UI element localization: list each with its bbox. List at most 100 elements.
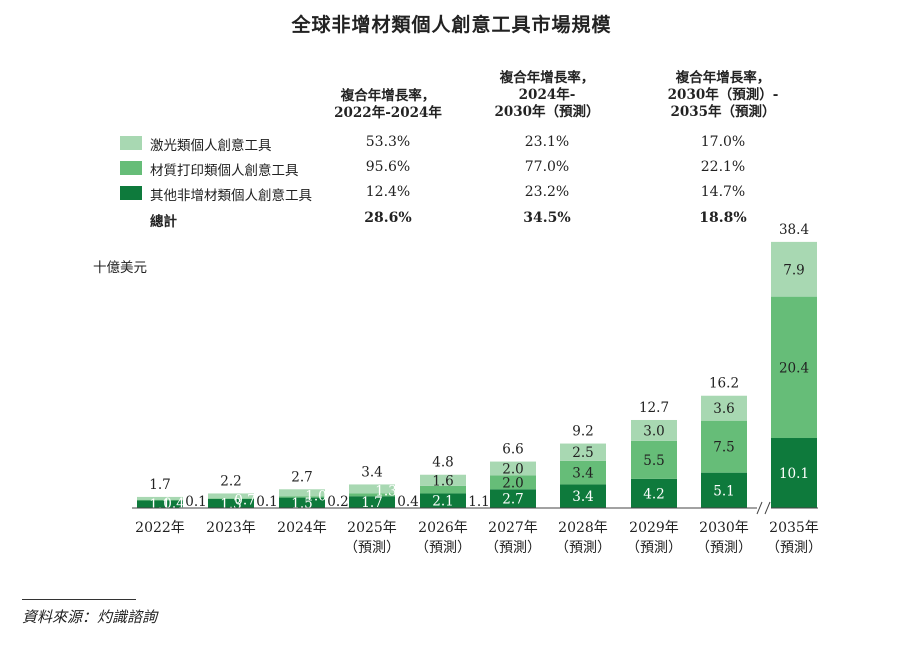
x-tick-label: （預測） — [415, 540, 471, 556]
total-label: 2.2 — [220, 473, 241, 489]
bar-segment — [349, 484, 395, 494]
legend-row-material: 材質打印類個人創意工具 95.6% 77.0% 22.1% — [120, 159, 820, 179]
growth-cell: 77.0% — [524, 159, 570, 175]
x-tick-label: 2035年 — [769, 520, 819, 536]
data-label: 0.1 — [185, 494, 206, 510]
legend-swatch-material — [120, 161, 142, 175]
x-tick-label: 2030年 — [699, 520, 749, 536]
data-label: 1.0 — [305, 488, 326, 504]
bar-segment — [490, 489, 536, 508]
data-label: 0.1 — [256, 494, 277, 510]
data-label: 2.5 — [572, 445, 593, 461]
legend-label-other: 其他非增材類個人創意工具 — [150, 188, 312, 204]
legend-swatch-laser — [120, 136, 142, 150]
legend-label-material: 材質打印類個人創意工具 — [150, 163, 299, 179]
total-cell: 18.8% — [699, 210, 747, 226]
bar-segment — [279, 489, 325, 497]
data-label: 3.0 — [643, 423, 664, 439]
chart-title: 全球非增材類個人創意工具市場規模 — [291, 14, 612, 36]
x-tick-label: （預測） — [626, 540, 682, 556]
growth-column-header-3: 複合年增長率， 2030年（預測）- 2035年（預測） — [667, 70, 779, 120]
data-label: 1.7 — [361, 495, 382, 511]
bar-segment — [631, 419, 677, 441]
total-label: 4.8 — [432, 455, 453, 471]
x-tick-label: （預測） — [766, 540, 822, 556]
bar-segment — [349, 496, 395, 508]
data-label: 20.4 — [779, 360, 809, 376]
x-tick-label: 2026年 — [418, 520, 468, 536]
x-tick-label: （預測） — [485, 540, 541, 556]
data-label: 0.4 — [163, 496, 184, 512]
bar-segment — [771, 296, 817, 439]
x-tick-label: 2024年 — [277, 520, 327, 536]
bar-segment — [349, 493, 395, 497]
source-note: 資料來源：灼識諮詢 — [22, 608, 158, 626]
legend-row-total: 總計 28.6% 34.5% 18.8% — [120, 210, 820, 230]
bar-segment — [560, 460, 606, 485]
growth-cell: 53.3% — [365, 134, 411, 150]
axis-break-mark — [764, 501, 771, 515]
total-label: 38.4 — [779, 222, 809, 238]
legend-label-laser: 激光類個人創意工具 — [150, 138, 272, 154]
bar-segment — [137, 500, 183, 508]
bar-segment — [701, 420, 747, 473]
total-label: 1.7 — [149, 477, 170, 493]
total-label: 6.6 — [502, 442, 523, 458]
growth-cell: 23.2% — [524, 184, 570, 200]
unit-label: 十億美元 — [93, 260, 147, 276]
legend-row-other: 其他非增材類個人創意工具 12.4% 23.2% 14.7% — [120, 184, 820, 204]
bar-segment — [279, 496, 325, 498]
data-label: 3.4 — [572, 466, 593, 482]
growth-cell: 17.0% — [700, 134, 746, 150]
source-divider — [22, 599, 136, 600]
bar-segment — [631, 440, 677, 479]
growth-cell: 95.6% — [365, 159, 411, 175]
total-label: 9.2 — [572, 424, 593, 440]
data-label: 10.1 — [779, 466, 809, 482]
bar-segment — [701, 395, 747, 421]
growth-cell: 23.1% — [524, 134, 570, 150]
growth-column-header-1: 複合年增長率， 2022年-2024年 — [334, 88, 442, 121]
bar-segment — [420, 485, 466, 494]
total-label: 3.4 — [361, 464, 382, 480]
x-tick-label: 2025年 — [347, 520, 397, 536]
x-tick-label: 2029年 — [629, 520, 679, 536]
data-label: 0.2 — [327, 494, 348, 510]
bar-segment — [137, 499, 183, 501]
bar-segment — [631, 478, 677, 508]
x-tick-label: （預測） — [555, 540, 611, 556]
bar-segment — [560, 484, 606, 508]
data-label: 2.0 — [502, 461, 523, 477]
data-label: 2.0 — [502, 475, 523, 491]
data-label: 1.1 — [149, 497, 170, 513]
data-label: 0.4 — [397, 494, 418, 510]
x-tick-label: （預測） — [696, 540, 752, 556]
data-label: 1.1 — [468, 494, 489, 510]
data-label: 1.6 — [432, 473, 453, 489]
bar-segment — [771, 438, 817, 508]
total-cell: 34.5% — [523, 210, 571, 226]
data-label: 7.5 — [713, 440, 734, 456]
x-tick-label: 2028年 — [558, 520, 608, 536]
x-tick-label: （預測） — [344, 540, 400, 556]
axis-break-mark — [756, 501, 763, 515]
total-label: 16.2 — [709, 376, 739, 392]
data-label: 5.1 — [713, 483, 734, 499]
growth-cell: 12.4% — [365, 184, 411, 200]
x-tick-label: 2022年 — [135, 520, 185, 536]
total-label: 總計 — [150, 214, 177, 230]
bar-segment — [560, 443, 606, 461]
data-label: 0.7 — [234, 492, 255, 508]
bar-segment — [490, 461, 536, 476]
bar-segment — [420, 474, 466, 486]
total-label: 12.7 — [639, 400, 669, 416]
bar-segment — [208, 493, 254, 499]
total-cell: 28.6% — [364, 210, 412, 226]
bar-segment — [701, 472, 747, 508]
data-label: 3.6 — [713, 401, 734, 417]
x-tick-label: 2027年 — [488, 520, 538, 536]
data-label: 2.7 — [502, 492, 523, 508]
growth-cell: 14.7% — [700, 184, 746, 200]
bar-segment — [771, 241, 817, 297]
legend-swatch-other — [120, 186, 142, 200]
